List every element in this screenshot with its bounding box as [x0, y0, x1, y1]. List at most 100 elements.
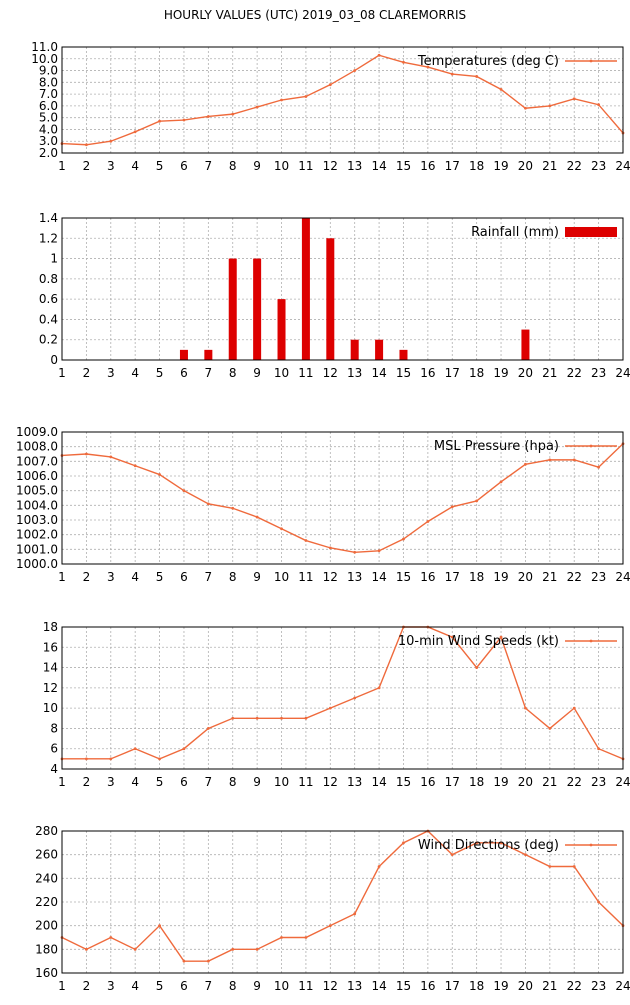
series-line: [61, 54, 624, 146]
x-tick-label: 10: [274, 979, 289, 993]
data-point: [231, 716, 235, 720]
data-point: [450, 505, 454, 509]
x-tick-label: 13: [347, 979, 362, 993]
rainfall-bar: [277, 299, 286, 360]
x-tick-label: 4: [131, 570, 139, 584]
x-tick-label: 23: [591, 775, 606, 789]
y-tick-label: 1.4: [39, 211, 58, 225]
x-tick-label: 23: [591, 159, 606, 173]
x-tick-label: 7: [205, 775, 213, 789]
y-tick-label: 1006.0: [16, 469, 58, 483]
x-tick-label: 14: [371, 979, 386, 993]
data-point: [231, 112, 235, 116]
y-tick-label: 1: [50, 252, 58, 266]
x-tick-label: 3: [107, 366, 115, 380]
x-tick-label: 1: [58, 570, 66, 584]
x-tick-label: 14: [371, 366, 386, 380]
series-line: [61, 443, 624, 553]
x-tick-label: 6: [180, 570, 188, 584]
data-point: [524, 706, 527, 710]
plot-frame: [61, 626, 624, 770]
data-point: [426, 520, 430, 523]
x-tick-label: 11: [298, 570, 313, 584]
data-point: [206, 727, 210, 730]
x-tick-label: 13: [347, 366, 362, 380]
y-tick-label: 1005.0: [16, 484, 58, 498]
data-point: [304, 716, 308, 720]
chart-1: 2.03.04.05.06.07.08.09.010.011.01 2 3 4 5 6 7 8…: [31, 40, 630, 173]
x-tick-label: 20: [518, 979, 533, 993]
x-tick-label: 5: [156, 159, 164, 173]
x-tick-label: 20: [518, 366, 533, 380]
x-tick-label: 17: [445, 570, 460, 584]
x-tick-label: 12: [323, 366, 338, 380]
y-tick-label: 4.0: [39, 122, 58, 136]
x-tick-label: 5: [156, 775, 164, 789]
page-title: HOURLY VALUES (UTC) 2019_03_08 CLAREMORR…: [163, 8, 467, 22]
data-point: [280, 527, 283, 531]
x-tick-label: 24: [615, 979, 630, 993]
x-tick-label: 5: [156, 366, 164, 380]
data-point: [524, 462, 527, 466]
x-tick-label: 24: [615, 775, 630, 789]
rainfall-bar: [204, 349, 213, 360]
data-point: [597, 900, 601, 904]
x-tick-label: 6: [180, 159, 188, 173]
y-tick-label: 8: [50, 721, 58, 735]
x-tick-label: 19: [493, 979, 508, 993]
y-tick-label: 200: [35, 919, 58, 933]
data-point: [353, 69, 357, 72]
y-tick-label: 180: [35, 942, 58, 956]
y-tick-label: 1009.0: [16, 425, 58, 439]
data-point: [158, 757, 161, 761]
data-point: [524, 106, 527, 110]
data-point: [572, 706, 576, 710]
x-tick-label: 22: [567, 366, 582, 380]
data-point: [548, 104, 552, 108]
data-point: [255, 716, 259, 720]
x-tick-label: 1: [58, 366, 66, 380]
data-point: [255, 105, 259, 109]
data-point: [328, 546, 332, 550]
data-point: [450, 853, 454, 857]
data-point: [133, 947, 137, 951]
x-tick-label: 15: [396, 775, 411, 789]
y-tick-label: 0: [50, 353, 58, 367]
y-tick-label: 1003.0: [16, 513, 58, 527]
rainfall-bar: [350, 339, 359, 360]
x-tick-label: 12: [323, 159, 338, 173]
x-tick-label: 3: [107, 570, 115, 584]
x-tick-label: 23: [591, 366, 606, 380]
data-point: [572, 458, 576, 462]
x-tick-label: 24: [615, 366, 630, 380]
y-tick-label: 1001.0: [16, 542, 58, 556]
data-point: [109, 757, 113, 761]
x-tick-label: 11: [298, 775, 313, 789]
x-tick-label: 15: [396, 159, 411, 173]
rainfall-bar: [228, 258, 237, 360]
legend-swatch: [565, 227, 617, 237]
x-tick-label: 22: [567, 979, 582, 993]
data-point: [84, 143, 88, 147]
data-point: [231, 506, 235, 510]
x-tick-label: 2: [83, 159, 91, 173]
data-point: [572, 97, 576, 101]
data-point: [548, 458, 552, 462]
x-tick-label: 18: [469, 979, 484, 993]
data-point: [206, 115, 210, 118]
y-tick-label: 6.0: [39, 99, 58, 113]
data-point: [84, 452, 88, 456]
data-point: [377, 865, 381, 868]
data-point: [402, 60, 405, 64]
x-tick-label: 15: [396, 979, 411, 993]
x-tick-label: 2: [83, 570, 91, 584]
data-point: [353, 696, 357, 700]
y-tick-label: 1.2: [39, 231, 58, 245]
x-tick-label: 4: [131, 979, 139, 993]
y-tick-label: 12: [43, 681, 58, 695]
x-tick-label: 7: [205, 979, 213, 993]
x-tick-label: 13: [347, 570, 362, 584]
data-point: [304, 95, 308, 98]
data-point: [377, 686, 381, 690]
data-point: [377, 53, 381, 57]
